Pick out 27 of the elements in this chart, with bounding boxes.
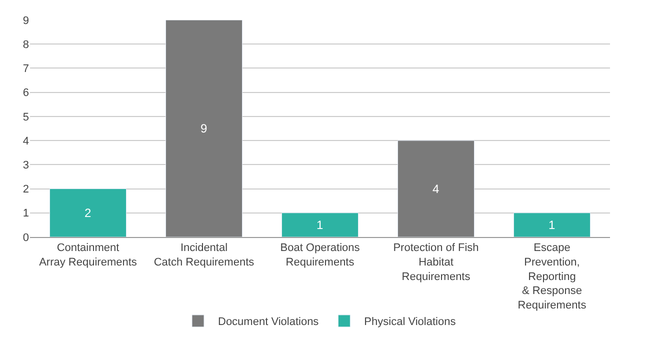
y-tick-label: 6 [22,87,29,100]
data-label: 2 [84,206,92,220]
y-tick-label: 2 [22,184,29,196]
bar [513,212,591,237]
y-tick-label: 3 [22,160,29,172]
y-tick-label: 4 [22,135,29,148]
y-tick-label: 7 [22,63,29,76]
y-tick-label: 0 [22,232,29,244]
y-tick-label: 5 [22,111,29,124]
x-tick-label: Incidental Catch Requirements [154,242,255,268]
x-tick-label: Containment Array Requirements [39,242,138,268]
x-tick-label: Protection of Fish Habitat Requirements [393,242,479,283]
y-tick-label: 8 [22,38,29,51]
data-label: 1 [316,218,324,232]
y-tick-label: 1 [22,208,29,220]
data-label: 1 [548,218,556,232]
x-tick-label: Escape Prevention, Reporting & Response Requirements [518,242,587,312]
legend-label: Document Violations [218,316,320,328]
bar [165,20,243,237]
data-label: 4 [432,182,440,196]
bar [49,188,127,237]
data-label: 9 [200,122,208,136]
bar [281,212,359,237]
bar [397,140,475,237]
x-tick-label: Boat Operations Requirements [280,242,360,268]
y-tick-label: 9 [22,14,29,27]
legend-label: Physical Violations [364,316,456,328]
